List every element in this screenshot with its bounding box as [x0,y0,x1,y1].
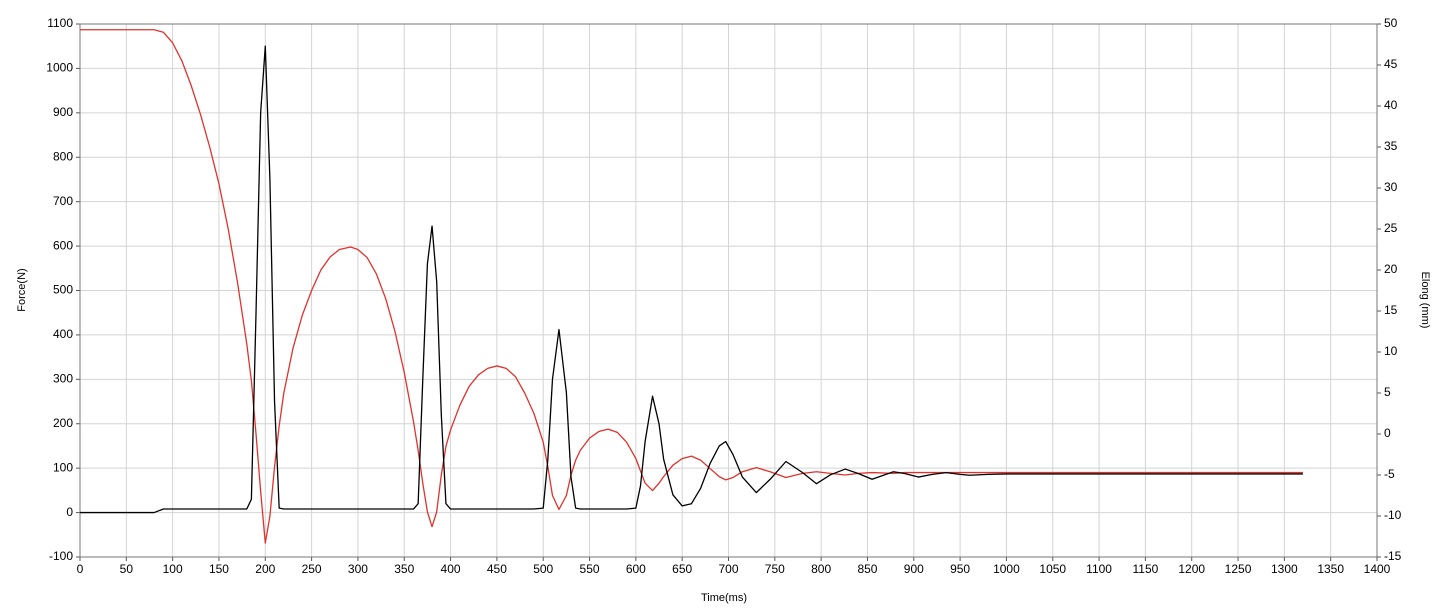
y-axis-title: Force(N) [16,268,28,311]
x-tick-label: 100 [163,562,183,576]
y-tick-label: 200 [53,416,73,430]
x-tick-label: 650 [672,562,692,576]
y-tick-label: 100 [53,460,73,474]
y2-axis-title: Elong (mm) [1419,272,1431,329]
x-tick-label: 900 [904,562,924,576]
y2-tick-label: -10 [1384,508,1402,522]
x-tick-label: 150 [209,562,229,576]
y-tick-label: -100 [49,549,73,563]
x-tick-label: 1100 [1086,562,1112,576]
y-tick-label: 300 [53,372,73,386]
x-tick-label: 700 [718,562,738,576]
y-tick-label: 1100 [47,16,73,30]
x-tick-label: 1350 [1317,562,1344,576]
x-tick-label: 1200 [1178,562,1205,576]
y2-tick-label: 0 [1384,426,1391,440]
x-tick-label: 0 [77,562,84,576]
x-tick-label: 1150 [1132,562,1158,576]
x-tick-label: 1050 [1039,562,1066,576]
y2-tick-label: 35 [1384,139,1398,153]
y2-tick-label: 10 [1384,344,1398,358]
y-tick-label: 800 [53,149,73,163]
x-tick-label: 1000 [993,562,1020,576]
y-tick-label: 1000 [46,61,73,75]
x-tick-label: 300 [348,562,368,576]
x-tick-label: 450 [487,562,507,576]
x-tick-label: 1250 [1225,562,1252,576]
y-tick-label: 700 [53,194,73,208]
series-line [80,29,1303,544]
y2-tick-label: 20 [1384,262,1398,276]
y2-tick-label: 50 [1384,16,1398,30]
y2-tick-label: -5 [1384,467,1395,481]
x-tick-label: 950 [950,562,970,576]
x-tick-label: 550 [580,562,600,576]
x-tick-label: 750 [765,562,785,576]
x-tick-label: 250 [302,562,322,576]
x-axis-title: Time(ms) [701,592,747,604]
y-tick-label: 0 [66,505,73,519]
y-tick-label: 600 [53,238,73,252]
x-tick-label: 800 [811,562,831,576]
x-tick-label: 400 [441,562,461,576]
y2-tick-label: 30 [1384,180,1398,194]
x-tick-label: 1300 [1271,562,1298,576]
x-tick-label: 600 [626,562,646,576]
x-tick-label: 200 [255,562,275,576]
plot-border [79,23,1378,558]
series-line [80,45,1303,514]
y2-tick-label: -15 [1384,549,1402,563]
x-tick-label: 350 [394,562,414,576]
y-tick-label: 500 [53,283,73,297]
y2-tick-label: 45 [1384,57,1398,71]
x-tick-label: 1400 [1364,562,1391,576]
y-tick-label: 900 [53,105,73,119]
y2-tick-label: 15 [1384,303,1398,317]
x-tick-label: 500 [533,562,553,576]
x-tick-label: 50 [120,562,134,576]
y-tick-label: 400 [53,327,73,341]
y2-tick-label: 5 [1384,385,1391,399]
y2-tick-label: 40 [1384,98,1398,112]
x-tick-label: 850 [857,562,877,576]
y2-tick-label: 25 [1384,221,1398,235]
